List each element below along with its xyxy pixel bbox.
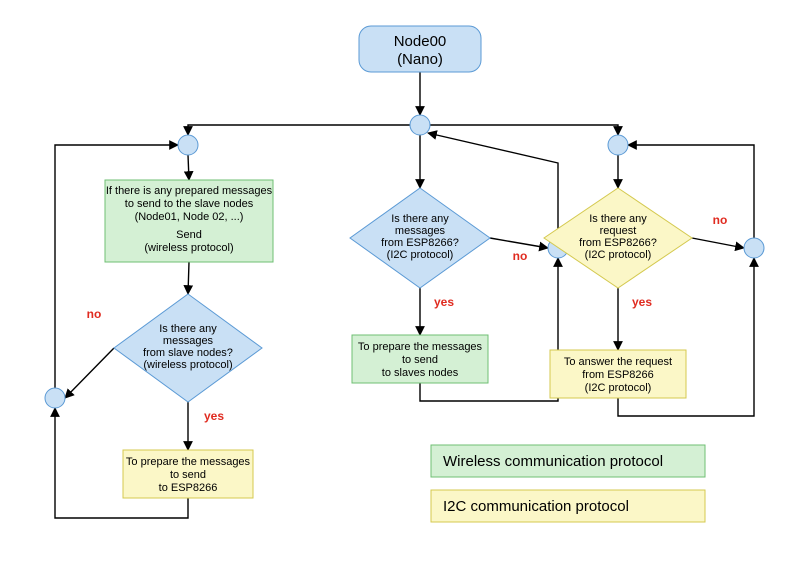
svg-text:Send: Send [176,229,202,241]
svg-text:to send to the slave nodes: to send to the slave nodes [125,198,254,210]
svg-text:(I2C protocol): (I2C protocol) [387,249,454,261]
svg-text:from ESP8266?: from ESP8266? [579,237,657,249]
svg-text:Is there any: Is there any [159,323,217,335]
svg-text:To answer the request: To answer the request [564,356,672,368]
svg-text:request: request [600,225,637,237]
svg-text:to send: to send [170,469,206,481]
svg-text:I2C communication protocol: I2C communication protocol [443,498,629,515]
svg-text:from ESP8266: from ESP8266 [582,369,654,381]
svg-text:To prepare the messages: To prepare the messages [126,456,251,468]
svg-text:Is there any: Is there any [391,213,449,225]
svg-text:to send: to send [402,354,438,366]
svg-text:yes: yes [434,295,454,309]
svg-text:no: no [713,213,728,227]
svg-text:no: no [87,307,102,321]
flowchart: Node00(Nano) If there is any prepared mes… [0,0,800,566]
svg-text:(Node01, Node 02, ...): (Node01, Node 02, ...) [135,211,244,223]
svg-text:(wireless protocol): (wireless protocol) [144,242,233,254]
svg-text:If there is any prepared messa: If there is any prepared messages [106,185,273,197]
svg-text:from slave nodes?: from slave nodes? [143,347,233,359]
svg-text:(Nano): (Nano) [397,51,443,68]
svg-text:Is there any: Is there any [589,213,647,225]
svg-text:to slaves nodes: to slaves nodes [382,367,459,379]
svg-text:messages: messages [163,335,214,347]
svg-text:Node00: Node00 [394,33,447,50]
svg-text:messages: messages [395,225,446,237]
svg-text:(I2C protocol): (I2C protocol) [585,382,652,394]
svg-text:(wireless protocol): (wireless protocol) [143,359,232,371]
svg-text:yes: yes [632,295,652,309]
svg-text:Wireless communication protoco: Wireless communication protocol [443,453,663,470]
svg-text:(I2C protocol): (I2C protocol) [585,249,652,261]
svg-text:from ESP8266?: from ESP8266? [381,237,459,249]
svg-text:to ESP8266: to ESP8266 [159,482,218,494]
svg-text:no: no [513,249,528,263]
svg-text:yes: yes [204,409,224,423]
svg-text:To prepare the messages: To prepare the messages [358,341,483,353]
